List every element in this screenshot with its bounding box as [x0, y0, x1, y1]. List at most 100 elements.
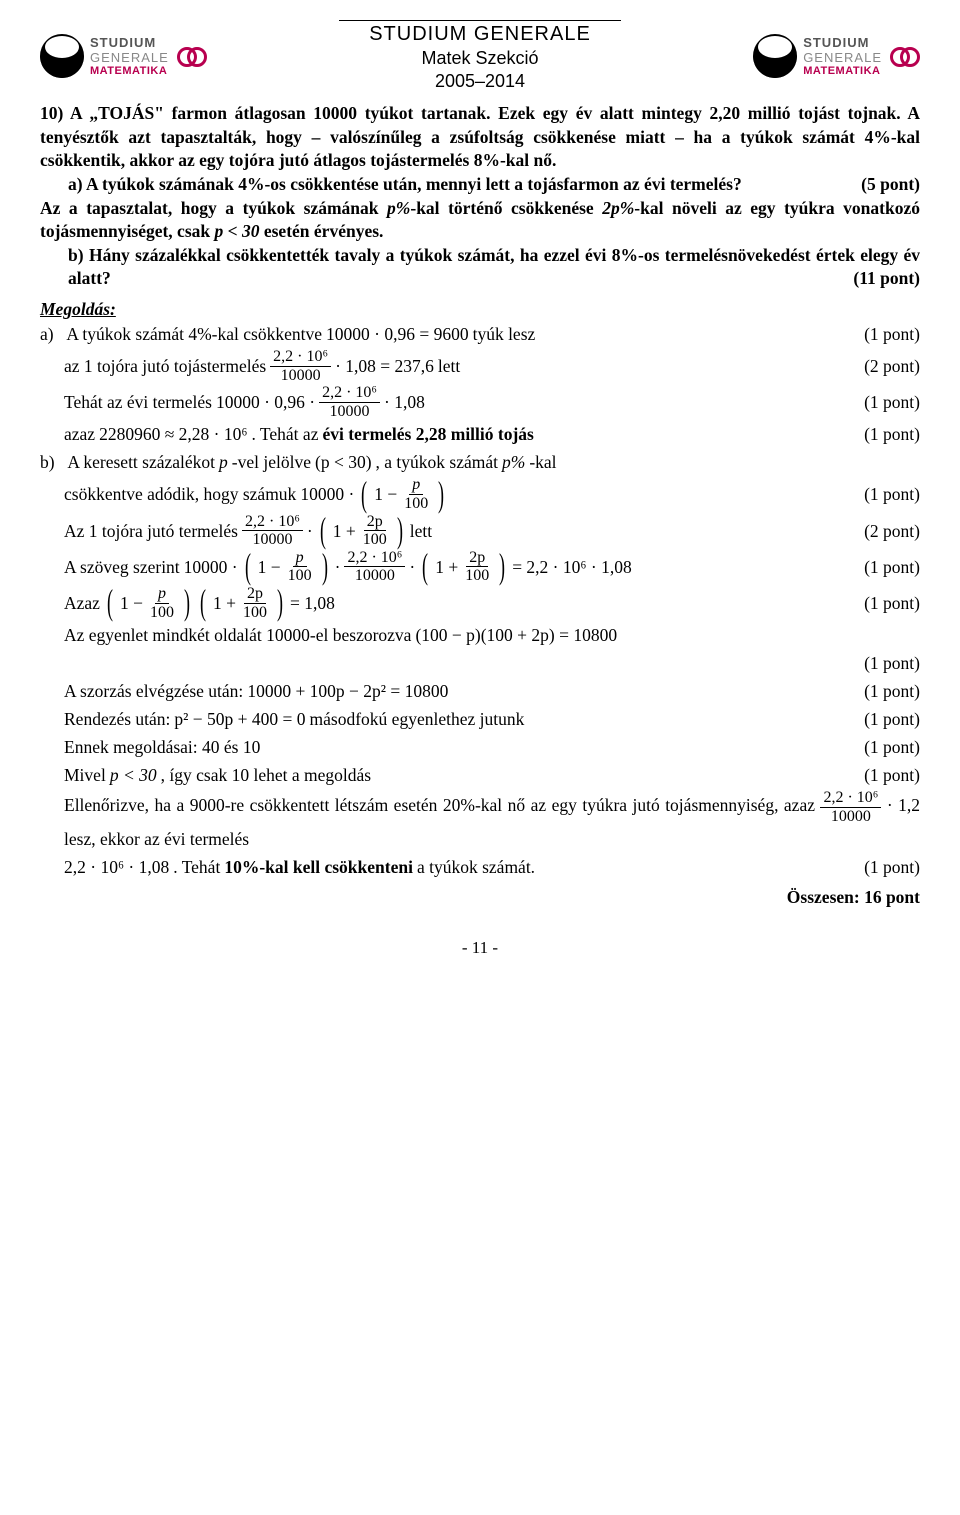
sol-b6-pre: Az egyenlet mindkét oldalát 10000-el bes…: [64, 621, 411, 649]
sol-b5-frac1: p 100: [147, 585, 177, 621]
logo-mark-r: [753, 34, 797, 78]
sol-b10-expr: p < 30: [110, 761, 157, 789]
sol-b4-100a: 100: [285, 567, 315, 585]
sol-b2-den: 100: [401, 495, 431, 513]
rparen-b4b: ): [499, 554, 505, 579]
one-plus-b4: 1 +: [435, 553, 458, 581]
sol-a2-pts: (2 pont): [854, 352, 920, 380]
mid1b: -kal történő csökkenése: [410, 198, 602, 218]
sol-b10: Mivel p < 30 , így csak 10 lehet a megol…: [40, 761, 920, 789]
part-b-text: Hány százalékkal csökkentették tavaly a …: [68, 245, 920, 289]
sol-b3-frac2: 2p 100: [360, 513, 390, 549]
part-b-points: (11 pont): [853, 267, 920, 291]
sol-b6: Az egyenlet mindkét oldalát 10000-el bes…: [40, 621, 920, 649]
sol-a3-pts: (1 pont): [854, 388, 920, 416]
sol-a2-pre: az 1 tojóra jutó tojástermelés: [64, 352, 266, 380]
sol-b2: csökkentve adódik, hogy számuk 10000 · (…: [40, 476, 920, 512]
lparen-b3: (: [320, 518, 326, 543]
sol-b6-expr: (100 − p)(100 + 2p) = 10800: [415, 621, 617, 649]
sol-b11-num: 2,2 · 10⁶: [820, 789, 881, 808]
sol-a2: az 1 tojóra jutó tojástermelés 2,2 · 10⁶…: [40, 348, 920, 384]
sol-b1-paren: (p < 30): [315, 448, 372, 476]
sol-b2-pts: (1 pont): [854, 480, 920, 508]
sol-b11-mul: · 1,2: [887, 795, 920, 815]
logo-left: STUDIUM GENERALE MATEMATIKA: [40, 34, 207, 78]
sol-b5-eq: = 1,08: [290, 589, 335, 617]
sol-b9-text: Ennek megoldásai: 40 és 10: [64, 733, 260, 761]
sol-a3: Tehát az évi termelés 10000 · 0,96 · 2,2…: [40, 384, 920, 420]
sol-b4-frac1: p 100: [285, 549, 315, 585]
sol-b12: 2,2 · 10⁶ · 1,08 . Tehát 10%-kal kell cs…: [40, 853, 920, 881]
part-a-label: a): [68, 174, 83, 194]
sol-b9: Ennek megoldásai: 40 és 10 (1 pont): [40, 733, 920, 761]
logo-line1: STUDIUM: [90, 35, 169, 50]
sol-b11-pre: Ellenőrizve, ha a 9000-re csökkentett lé…: [64, 795, 820, 815]
sol-a3-frac: 2,2 · 10⁶ 10000: [319, 384, 380, 420]
one-plus-b3: 1 +: [333, 517, 356, 545]
problem-part-b: b) Hány százalékkal csökkentették tavaly…: [40, 244, 920, 291]
sol-b5: Azaz ( 1 − p 100 ) ( 1 + 2p 100 ) = 1,08…: [40, 585, 920, 621]
sol-b10-pre: Mivel: [64, 761, 106, 789]
sol-a3-num: 2,2 · 10⁶: [319, 384, 380, 403]
sol-b12-bold: 10%-kal kell csökkenteni: [224, 853, 413, 881]
sol-b8: Rendezés után: p² − 50p + 400 = 0 másodf…: [40, 705, 920, 733]
sol-b3-2p: 2p: [364, 513, 386, 532]
rparen-b5a: ): [184, 590, 190, 615]
sol-b4-expr1: 10000 ·: [184, 553, 238, 581]
sol-a4-pts: (1 pont): [854, 420, 920, 448]
sol-b1-p: p: [219, 448, 228, 476]
sol-b5-2p: 2p: [244, 585, 266, 604]
part-a-text: A tyúkok számának 4%-os csökkentése után…: [86, 174, 742, 194]
sol-b4-dot: ·: [335, 553, 341, 581]
solution-label: Megoldás:: [40, 299, 920, 320]
logo-line3: MATEMATIKA: [90, 65, 169, 77]
sol-b5-pre: Azaz: [64, 589, 100, 617]
sol-b5-100b: 100: [240, 604, 270, 622]
logo-line2-r: GENERALE: [803, 50, 882, 65]
sol-b3-frac1: 2,2 · 10⁶ 10000: [242, 513, 303, 549]
logo-line1-r: STUDIUM: [803, 35, 882, 50]
sol-b2-pre: csökkentve adódik, hogy számuk: [64, 480, 296, 508]
sol-b1-post2: -kal: [529, 448, 556, 476]
sol-b4-frac3: 2p 100: [462, 549, 492, 585]
one-minus: 1 −: [374, 480, 397, 508]
sol-a2-den: 10000: [278, 367, 324, 385]
sol-a2-frac: 2,2 · 10⁶ 10000: [270, 348, 331, 384]
sol-a1-pts: (1 pont): [854, 320, 920, 348]
sol-a1: a) A tyúkok számát 4%-kal csökkentve 100…: [40, 320, 920, 348]
sol-b4-pts: (1 pont): [854, 553, 920, 581]
sol-a2-post: lett: [438, 352, 460, 380]
mid1: Az a tapasztalat, hogy a tyúkok számának: [40, 198, 387, 218]
sol-b12-pts: (1 pont): [854, 853, 920, 881]
logo-mark: [40, 34, 84, 78]
sol-b11-den: 10000: [828, 808, 874, 826]
sol-b6-pts: (1 pont): [854, 649, 920, 677]
sol-b2-frac: p 100: [401, 476, 431, 512]
sol-b7: A szorzás elvégzése után: 10000 + 100p −…: [40, 677, 920, 705]
sol-a3-expr2: · 1,08: [384, 388, 425, 416]
sol-b3-den: 10000: [249, 531, 295, 549]
lparen: (: [361, 482, 367, 507]
sol-b11-post: lesz, ekkor az évi termelés: [64, 829, 249, 849]
sol-b3: Az 1 tojóra jutó termelés 2,2 · 10⁶ 1000…: [40, 513, 920, 549]
sol-b5-pts: (1 pont): [854, 589, 920, 617]
logo-line3-r: MATEMATIKA: [803, 65, 882, 77]
sol-b6-pts-line: (1 pont): [40, 649, 920, 677]
rparen-b5b: ): [277, 590, 283, 615]
sol-b1-post: , a tyúkok számát: [376, 448, 498, 476]
header-sub1: Matek Szekció: [207, 48, 753, 69]
sol-b11: Ellenőrizve, ha a 9000-re csökkentett lé…: [40, 789, 920, 853]
sol-a-label: a): [40, 320, 62, 348]
sol-b10-pts: (1 pont): [854, 761, 920, 789]
sol-b7-expr: 10000 + 100p − 2p² = 10800: [247, 677, 448, 705]
rparen: ): [438, 482, 444, 507]
one-minus-b5: 1 −: [120, 589, 143, 617]
sol-b4-2p: 2p: [466, 549, 488, 568]
sol-b3-pre: Az 1 tojóra jutó termelés: [64, 517, 238, 545]
rparen-b3: ): [397, 518, 403, 543]
sol-b4-frac2: 2,2 · 10⁶ 10000: [344, 549, 405, 585]
lparen-b5a: (: [107, 590, 113, 615]
sol-a2-eq: · 1,08 = 237,6: [335, 352, 434, 380]
problem-intro-text: A „TOJÁS" farmon átlagosan 10000 tyúkot …: [40, 103, 920, 170]
sol-b4-22: 2,2 · 10⁶: [344, 549, 405, 568]
